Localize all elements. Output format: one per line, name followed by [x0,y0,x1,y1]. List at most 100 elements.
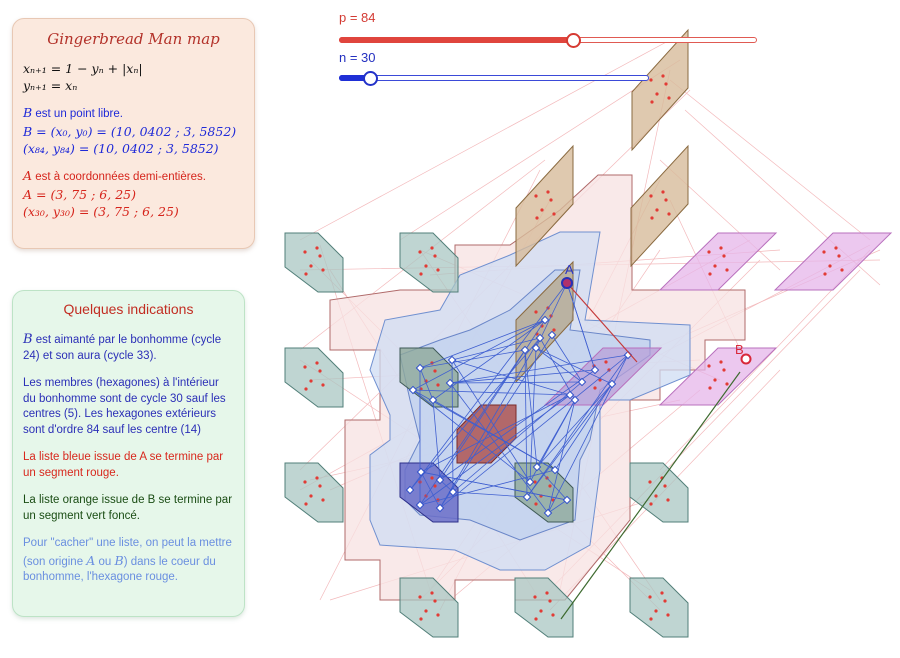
hints-panel: Quelques indications B est aimanté par l… [12,290,245,617]
outer-hexagon [284,347,344,408]
a-iterate: (x₃₀, y₃₀) = (3, 75 ; 6, 25) [23,204,179,219]
orbit-point [321,498,325,502]
b-letter: B [23,105,33,120]
hint-5-b: ) dans le coeur du bonhomme, l'hexagone … [23,555,216,584]
orbit-point [649,78,653,82]
hint-4: La liste orange issue de B se termine pa… [23,494,233,522]
outer-hexagons [284,232,689,638]
orbit-point-blue [532,462,542,472]
orbit-point [828,264,832,268]
orbit-point-blue [535,333,545,343]
orbit-point-blue [405,485,415,495]
slider-n-handle[interactable] [362,71,378,86]
orbit-point [722,368,726,372]
tan-parallelogram [631,28,689,152]
orbit-point [664,198,668,202]
orbit-point [533,595,537,599]
orbit-edge [451,337,541,361]
pink-parallelogram [658,232,778,291]
orbit-point [650,216,654,220]
hint-5-ou: ou [95,555,115,568]
tan-parallelogram [515,144,574,268]
red-core-hexagon [456,404,517,464]
orbit-point [667,212,671,216]
orbit-point-blue [447,355,457,365]
hint-5-B: B [114,552,124,568]
orbit-point-blue [445,378,455,388]
orbit-point-blue [415,500,425,510]
point-a-label: A [565,262,574,277]
point-b[interactable] [740,353,752,365]
orbit-edge [420,471,441,509]
orbit-point-blue [522,492,532,502]
orbit-point [309,379,313,383]
orbit-edge [439,354,629,509]
gingerbread-body [399,269,651,541]
orbit-point [722,254,726,258]
orbit-edge [432,319,546,401]
slider-n-track[interactable] [339,75,649,81]
orbit-point [649,194,653,198]
point-a[interactable] [561,277,573,289]
tan-parallelogram [630,144,689,268]
orbit-point [663,484,667,488]
b-coordinates: B = (x₀, y₀) = (10, 0402 ; 3, 5852) [23,124,237,139]
orbit-point [303,480,307,484]
orbit-point [649,617,653,621]
orbit-point [318,484,322,488]
pink-parallelogram [773,232,893,291]
orbit-point [430,591,434,595]
orbit-edge [412,389,556,471]
orbit-point [548,599,552,603]
orbit-point [604,360,608,364]
orbit-point [318,369,322,373]
orbit-edge [536,399,576,468]
orbit-point [309,264,313,268]
orbit-edge [526,354,629,498]
orbit-point [713,264,717,268]
orbit-point [837,254,841,258]
orbit-point [713,378,717,382]
tan-parallelograms [515,28,689,384]
orbit-edge [539,337,576,401]
orbit-point [304,272,308,276]
orbit-point [534,194,538,198]
orbit-edge [547,399,576,514]
orbit-point [303,250,307,254]
orbit-point [418,250,422,254]
orbit-edge [535,347,583,383]
slider-p-handle[interactable] [565,33,581,48]
orbit-point [708,386,712,390]
orbit-point [666,498,670,502]
orbit-point [725,382,729,386]
orbit-point [546,190,550,194]
outer-hexagon [399,577,459,638]
orbit-point [650,100,654,104]
outer-hexagon [399,232,459,293]
orbit-point [648,480,652,484]
red-final-segment [566,282,638,363]
orbit-edge [529,347,537,483]
orbit-point-blue [428,395,438,405]
orbit-point [649,502,653,506]
orbit-point [433,484,437,488]
orbit-point [725,268,729,272]
slider-n-fill [339,75,370,81]
orbit-points-red [303,74,844,621]
panel-title: Gingerbread Man map [47,30,220,48]
orbit-edge [419,469,556,506]
orbit-point [533,480,537,484]
orbit-point [304,502,308,506]
hints-title: Quelques indications [63,301,194,317]
orbit-point [424,609,428,613]
slider-p-label: p = 84 [339,10,376,25]
orbit-point [424,264,428,268]
hint-5: Pour "cacher" une liste, on peut la mett… [23,536,234,586]
orbit-point [654,609,658,613]
orbit-point-blue [435,503,445,513]
orbit-edge [412,319,546,391]
orbit-edge [566,282,596,371]
orbit-point-blue [562,495,572,505]
orbit-edge [526,383,613,498]
